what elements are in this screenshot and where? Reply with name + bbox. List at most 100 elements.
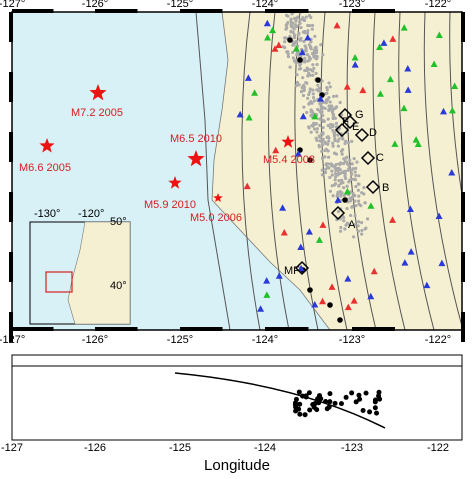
event [312,121,316,125]
event [328,126,332,130]
event [309,40,313,44]
station-marker [354,127,370,143]
event [320,79,324,83]
event [351,191,355,195]
seismicity [281,3,370,323]
station-triangle [376,43,384,50]
event [362,185,366,190]
station-triangle [263,19,271,27]
event [356,182,361,186]
station-triangle [264,33,272,41]
frame-bar [9,192,13,222]
station-triangle [389,35,397,42]
event [326,117,330,121]
station-triangle [414,140,422,148]
station-triangle [423,281,431,289]
frame-bar [461,12,465,42]
event [343,227,347,231]
event [356,224,360,228]
event [337,184,341,188]
event [315,130,319,134]
profile-event [372,397,378,403]
event [291,30,295,35]
event [339,149,344,153]
station-label: E [352,121,359,133]
station-label: F [342,116,349,128]
frame-border [11,11,463,331]
station-triangle [367,292,375,300]
event [321,53,325,57]
event [314,136,318,140]
event [305,68,309,73]
station-triangle [279,204,287,211]
station-triangle [236,110,244,118]
event [356,199,361,203]
event [315,48,319,52]
station-label: A [348,219,356,231]
event [299,38,303,43]
event [302,18,306,22]
event [314,51,319,55]
event [330,173,334,177]
event [359,204,363,208]
event [320,132,324,136]
event [331,113,335,117]
event [301,83,306,87]
event [325,98,329,102]
event [333,132,337,137]
event-dot [287,37,293,43]
event [298,18,302,22]
frame-bar [461,192,465,222]
station-triangle [407,248,415,255]
profile-event [357,396,363,402]
frame-bar [95,327,138,331]
contour [449,12,462,198]
top-tick-label: -124° [252,0,278,10]
event [338,171,342,176]
event [304,15,308,19]
station-triangle [344,303,352,311]
event [318,123,322,127]
station-triangle [275,41,283,48]
station-triangle [297,243,305,250]
event [336,144,340,148]
event [340,178,344,182]
station-triangle [448,168,456,176]
event [333,164,337,169]
event [330,163,334,167]
profile: Longitude [11,354,463,474]
event [288,65,292,69]
earthquake-label: M6.6 2005 [19,162,71,174]
event [295,16,299,20]
event [293,35,297,40]
event [354,204,358,208]
event [283,40,287,44]
event [325,88,329,92]
event [306,96,310,100]
event [343,141,347,146]
event [363,201,367,205]
event [347,167,351,171]
event [323,106,327,110]
station-triangle [386,75,394,83]
event [320,156,325,160]
event [318,117,322,121]
earthquake-star [89,84,107,101]
event [312,53,316,57]
event [291,25,295,29]
event [296,51,300,55]
station-triangle [400,104,408,112]
station-triangle [404,65,412,72]
event [298,62,303,66]
event [308,90,312,94]
event [353,178,358,182]
event [345,206,349,211]
event [297,3,300,6]
station-marker [294,260,310,276]
event [291,56,295,60]
event [294,19,298,23]
event [336,133,340,137]
station-triangle [344,275,352,282]
event [324,101,328,105]
station-triangle [435,212,443,220]
